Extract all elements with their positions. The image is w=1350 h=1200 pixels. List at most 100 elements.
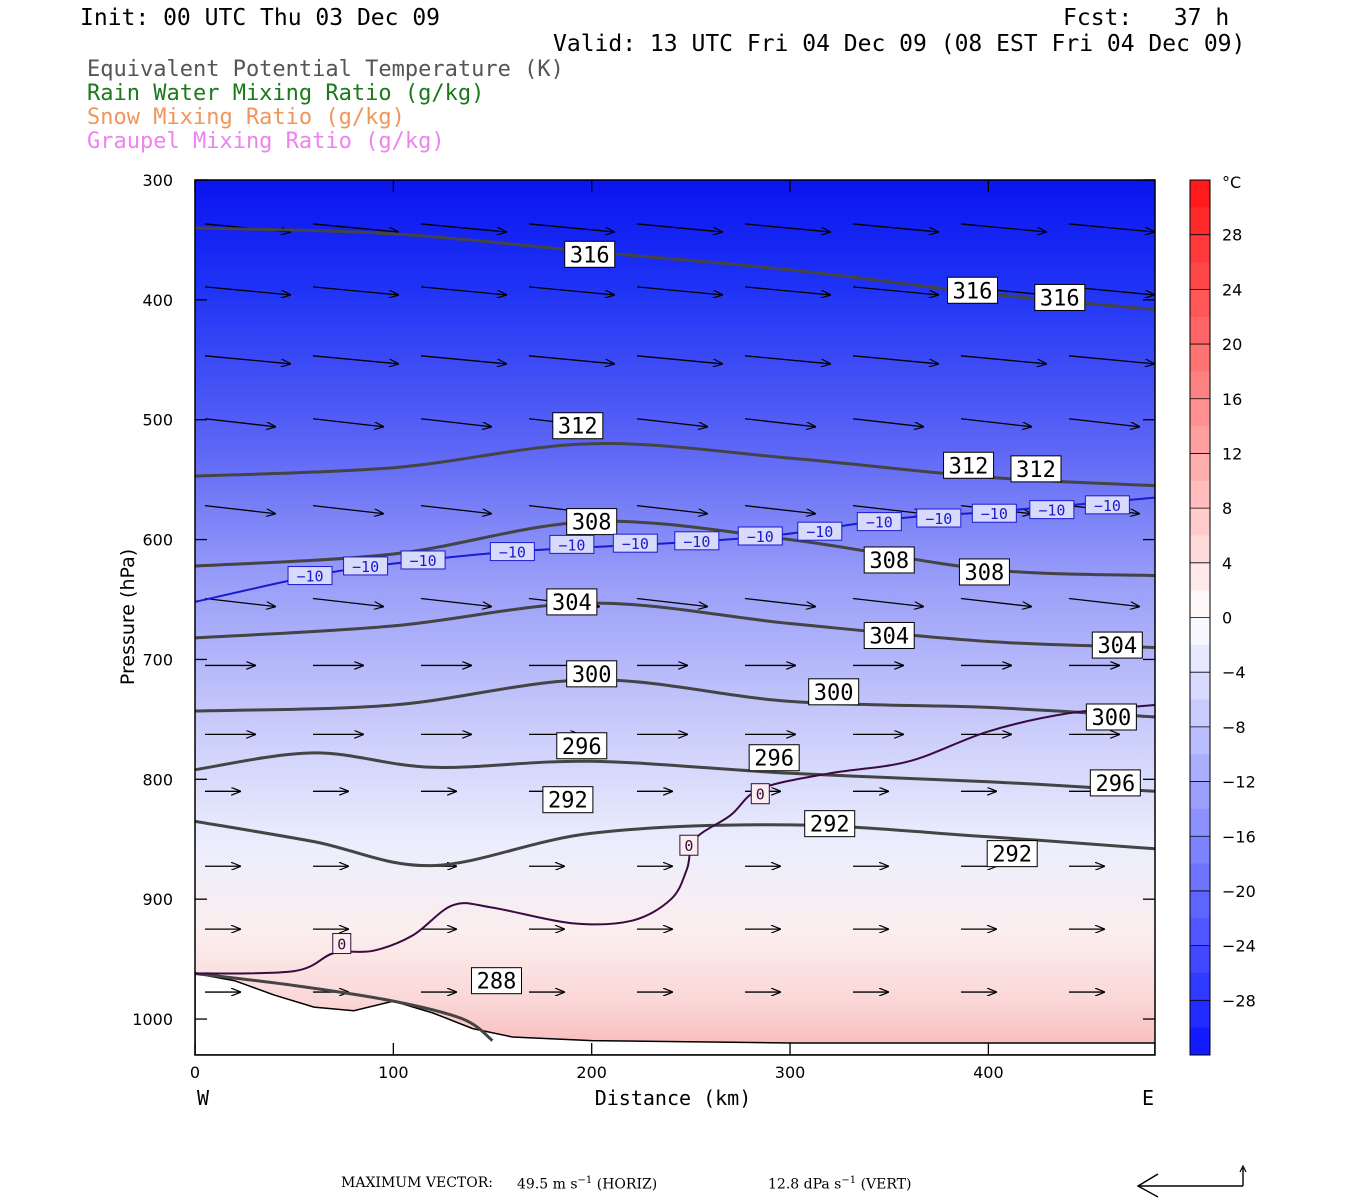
terrain-mask [195, 972, 1155, 1055]
isotherm-minus10-label: −10 [674, 531, 720, 551]
theta-e-label: 288 [470, 967, 522, 995]
colorbar-swatch [1190, 508, 1210, 536]
wind-vector [852, 597, 923, 607]
theta-e-label: 292 [542, 786, 594, 814]
wind-vector [420, 286, 506, 295]
wind-vector [204, 286, 290, 295]
svg-text:−10: −10 [622, 535, 649, 553]
colorbar-swatch [1190, 890, 1210, 919]
wind-vector [312, 504, 383, 514]
colorbar-swatch [1190, 234, 1210, 263]
colorbar-swatch [1190, 726, 1210, 755]
colorbar-label: −24 [1222, 937, 1256, 956]
colorbar-swatch [1190, 453, 1210, 482]
svg-text:−10: −10 [558, 536, 585, 554]
svg-text:308: 308 [965, 561, 1005, 586]
isotherm-minus10-label: −10 [287, 566, 333, 586]
wind-vector [420, 597, 491, 607]
svg-text:304: 304 [552, 591, 592, 616]
wind-vector [852, 418, 923, 427]
legend-rain: Rain Water Mixing Ratio (g/kg) [87, 81, 485, 106]
svg-text:0: 0 [337, 936, 346, 954]
legend-snow: Snow Mixing Ratio (g/kg) [87, 105, 405, 130]
isotherm-zero-label: 0 [750, 783, 770, 805]
wind-vector [744, 355, 830, 364]
svg-text:−10: −10 [747, 528, 774, 546]
theta-e-label: 296 [1089, 769, 1141, 797]
wind-vector [420, 223, 506, 232]
theta-e-label: 296 [556, 732, 608, 760]
svg-text:296: 296 [1095, 772, 1135, 797]
svg-text:304: 304 [869, 624, 909, 649]
svg-text:−10: −10 [352, 558, 379, 576]
colorbar-label: −4 [1222, 663, 1246, 682]
x-axis-left-end: W [197, 1086, 210, 1110]
wind-vector [528, 223, 614, 232]
y-tick-label: 1000 [132, 1010, 173, 1029]
theta-e-contour-292 [195, 819, 1155, 868]
isotherm-minus10-label: −10 [612, 533, 658, 553]
svg-text:312: 312 [1016, 458, 1056, 483]
colorbar-swatch [1190, 1000, 1210, 1029]
horiz-exp: −1 [577, 1175, 593, 1186]
colorbar-swatch [1190, 426, 1210, 454]
theta-e-label: 304 [863, 621, 915, 649]
wind-vector [744, 418, 815, 427]
colorbar-label: −28 [1222, 991, 1256, 1010]
theta-e-contour-304 [195, 601, 1155, 649]
wind-vector [744, 504, 815, 514]
wind-vector [852, 504, 923, 514]
theta-e-label: 316 [564, 240, 616, 268]
wind-vector [312, 223, 398, 232]
wind-vector [744, 223, 830, 232]
colorbar-swatch [1190, 972, 1210, 1001]
theta-e-label: 304 [1091, 631, 1143, 659]
wind-vector [312, 286, 398, 295]
svg-text:312: 312 [949, 454, 989, 479]
wind-vector [204, 597, 275, 607]
colorbar-swatch [1190, 180, 1210, 208]
svg-text:292: 292 [548, 789, 588, 814]
colorbar-swatch [1190, 562, 1210, 591]
colorbar-label: −8 [1222, 718, 1246, 737]
wind-vector [1068, 355, 1154, 364]
colorbar-label: 12 [1222, 444, 1242, 463]
colorbar-swatch [1190, 781, 1210, 810]
svg-text:308: 308 [572, 511, 612, 536]
svg-text:316: 316 [570, 243, 610, 268]
colorbar-swatch [1190, 535, 1210, 564]
wind-vector [420, 418, 491, 427]
max-vector-label: MAXIMUM VECTOR: [341, 1175, 493, 1191]
wind-vector [744, 597, 815, 607]
wind-vector [636, 597, 707, 607]
svg-text:−10: −10 [981, 505, 1008, 523]
wind-vector [960, 355, 1046, 364]
isotherm-minus10-label: −10 [916, 508, 962, 528]
theta-e-label: 308 [566, 508, 618, 536]
legend-theta-e: Equivalent Potential Temperature (K) [87, 57, 564, 82]
svg-text:0: 0 [756, 786, 765, 804]
wind-vector [960, 418, 1031, 427]
init-time: Init: 00 UTC Thu 03 Dec 09 [80, 5, 441, 31]
x-tick-label: 200 [576, 1063, 607, 1082]
x-axis-right-end: E [1142, 1086, 1154, 1110]
vert-exp: −1 [841, 1175, 857, 1186]
colorbar-label: 8 [1222, 499, 1232, 518]
colorbar-label: 20 [1222, 335, 1242, 354]
svg-text:300: 300 [1091, 706, 1131, 731]
svg-text:0: 0 [684, 837, 693, 855]
vert-tag: (VERT) [860, 1176, 912, 1193]
colorbar-swatch [1190, 863, 1210, 892]
plot-frame [194, 179, 1156, 1056]
colorbar-swatch [1190, 344, 1210, 372]
vert-value: 12.8 dPa s [768, 1176, 842, 1193]
wind-vector [312, 597, 383, 607]
colorbar: 28 24 20 16 12 8 4 0 −4 −8 −12 −16 −20 −24 −28 [1189, 179, 1256, 1056]
colorbar-swatch [1190, 262, 1210, 290]
y-tick-label: 900 [142, 890, 173, 909]
isotherm-minus10-label: −10 [489, 542, 535, 562]
wind-vector [420, 355, 506, 364]
isotherm-minus10-label: −10 [971, 503, 1017, 523]
theta-e-label: 312 [552, 412, 604, 440]
x-tick-label: 100 [378, 1063, 409, 1082]
